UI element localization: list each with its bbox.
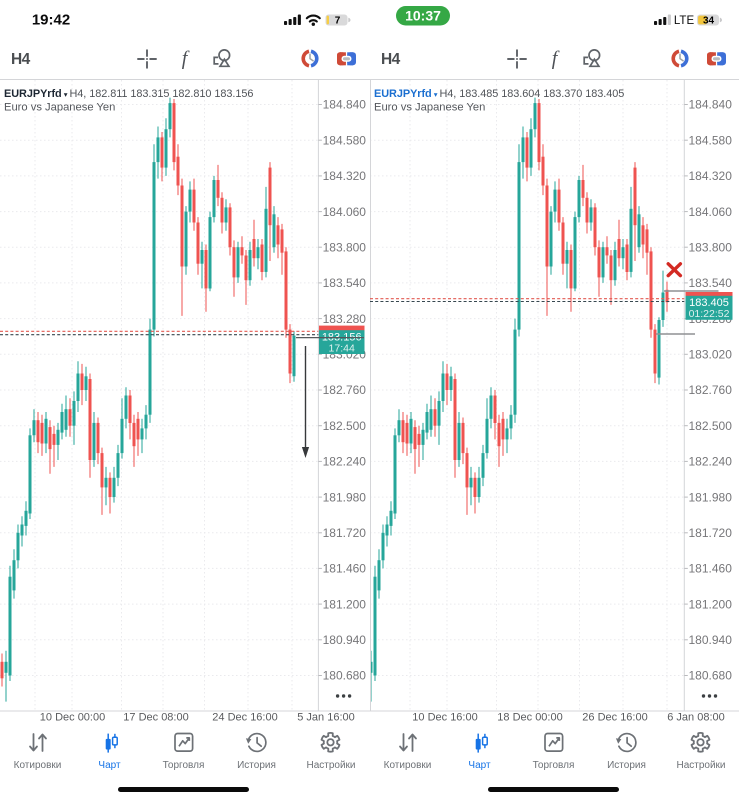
svg-text:LTE: LTE	[674, 15, 695, 27]
svg-text:182.760: 182.760	[323, 383, 367, 397]
svg-text:181.980: 181.980	[689, 490, 733, 504]
svg-text:184.060: 184.060	[323, 205, 367, 219]
svg-text:181.720: 181.720	[323, 526, 367, 540]
svg-text:184.580: 184.580	[323, 133, 367, 147]
svg-text:182.240: 182.240	[323, 455, 367, 469]
svg-text:10 Dec 16:00: 10 Dec 16:00	[412, 712, 477, 724]
svg-text:7: 7	[335, 16, 341, 27]
svg-text:5 Jan 16:00: 5 Jan 16:00	[297, 712, 355, 724]
svg-text:18 Dec 00:00: 18 Dec 00:00	[497, 712, 562, 724]
svg-text:История: История	[607, 760, 646, 771]
svg-text:Торговля: Торговля	[163, 760, 205, 771]
svg-text:181.720: 181.720	[689, 526, 733, 540]
svg-text:Торговля: Торговля	[533, 760, 575, 771]
svg-text:6 Jan 08:00: 6 Jan 08:00	[667, 712, 725, 724]
svg-text:История: История	[237, 760, 276, 771]
svg-text:17 Dec 08:00: 17 Dec 08:00	[123, 712, 188, 724]
svg-text:Euro vs Japanese Yen: Euro vs Japanese Yen	[374, 101, 485, 113]
svg-text:Чарт: Чарт	[468, 760, 491, 771]
svg-text:Котировки: Котировки	[384, 760, 432, 771]
svg-text:182.240: 182.240	[689, 455, 733, 469]
svg-text:180.680: 180.680	[323, 669, 367, 683]
svg-text:Котировки: Котировки	[14, 760, 62, 771]
svg-text:f: f	[552, 48, 560, 70]
svg-text:10:37: 10:37	[405, 7, 441, 23]
svg-text:Чарт: Чарт	[98, 760, 121, 771]
svg-text:183.405: 183.405	[689, 297, 729, 309]
svg-text:183.540: 183.540	[689, 276, 733, 290]
svg-text:182.760: 182.760	[689, 383, 733, 397]
svg-text:183.280: 183.280	[323, 312, 367, 326]
svg-text:183.020: 183.020	[689, 348, 733, 362]
svg-text:181.200: 181.200	[689, 597, 733, 611]
svg-text:Настройки: Настройки	[676, 760, 725, 771]
svg-text:184.320: 184.320	[689, 169, 733, 183]
svg-text:184.840: 184.840	[689, 98, 733, 112]
svg-text:184.580: 184.580	[689, 133, 733, 147]
svg-text:24 Dec 16:00: 24 Dec 16:00	[212, 712, 277, 724]
svg-text:19:42: 19:42	[32, 11, 70, 28]
svg-text:181.460: 181.460	[323, 562, 367, 576]
svg-text:180.940: 180.940	[323, 633, 367, 647]
svg-text:180.940: 180.940	[689, 633, 733, 647]
svg-text:Настройки: Настройки	[306, 760, 355, 771]
svg-text:181.200: 181.200	[323, 597, 367, 611]
svg-text:182.500: 182.500	[323, 419, 367, 433]
svg-text:34: 34	[703, 16, 715, 27]
svg-text:26 Dec 16:00: 26 Dec 16:00	[582, 712, 647, 724]
svg-text:184.840: 184.840	[323, 98, 367, 112]
svg-text:EURJPYrfd ▾ H4, 183.485 183.60: EURJPYrfd ▾ H4, 183.485 183.604 183.370 …	[374, 88, 624, 100]
svg-text:183.540: 183.540	[323, 276, 367, 290]
svg-text:182.500: 182.500	[689, 419, 733, 433]
svg-text:17:44: 17:44	[329, 343, 355, 355]
svg-text:183.800: 183.800	[323, 240, 367, 254]
svg-text:EURJPYrfd ▾ H4, 182.811 183.31: EURJPYrfd ▾ H4, 182.811 183.315 182.810 …	[4, 88, 253, 100]
svg-text:181.980: 181.980	[323, 490, 367, 504]
svg-text:181.460: 181.460	[689, 562, 733, 576]
svg-text:180.680: 180.680	[689, 669, 733, 683]
svg-text:f: f	[182, 48, 190, 70]
svg-text:184.060: 184.060	[689, 205, 733, 219]
svg-text:10 Dec 00:00: 10 Dec 00:00	[40, 712, 105, 724]
svg-text:183.800: 183.800	[689, 240, 733, 254]
svg-text:01:22:52: 01:22:52	[689, 308, 730, 320]
svg-text:184.320: 184.320	[323, 169, 367, 183]
svg-text:Euro vs Japanese Yen: Euro vs Japanese Yen	[4, 101, 115, 113]
